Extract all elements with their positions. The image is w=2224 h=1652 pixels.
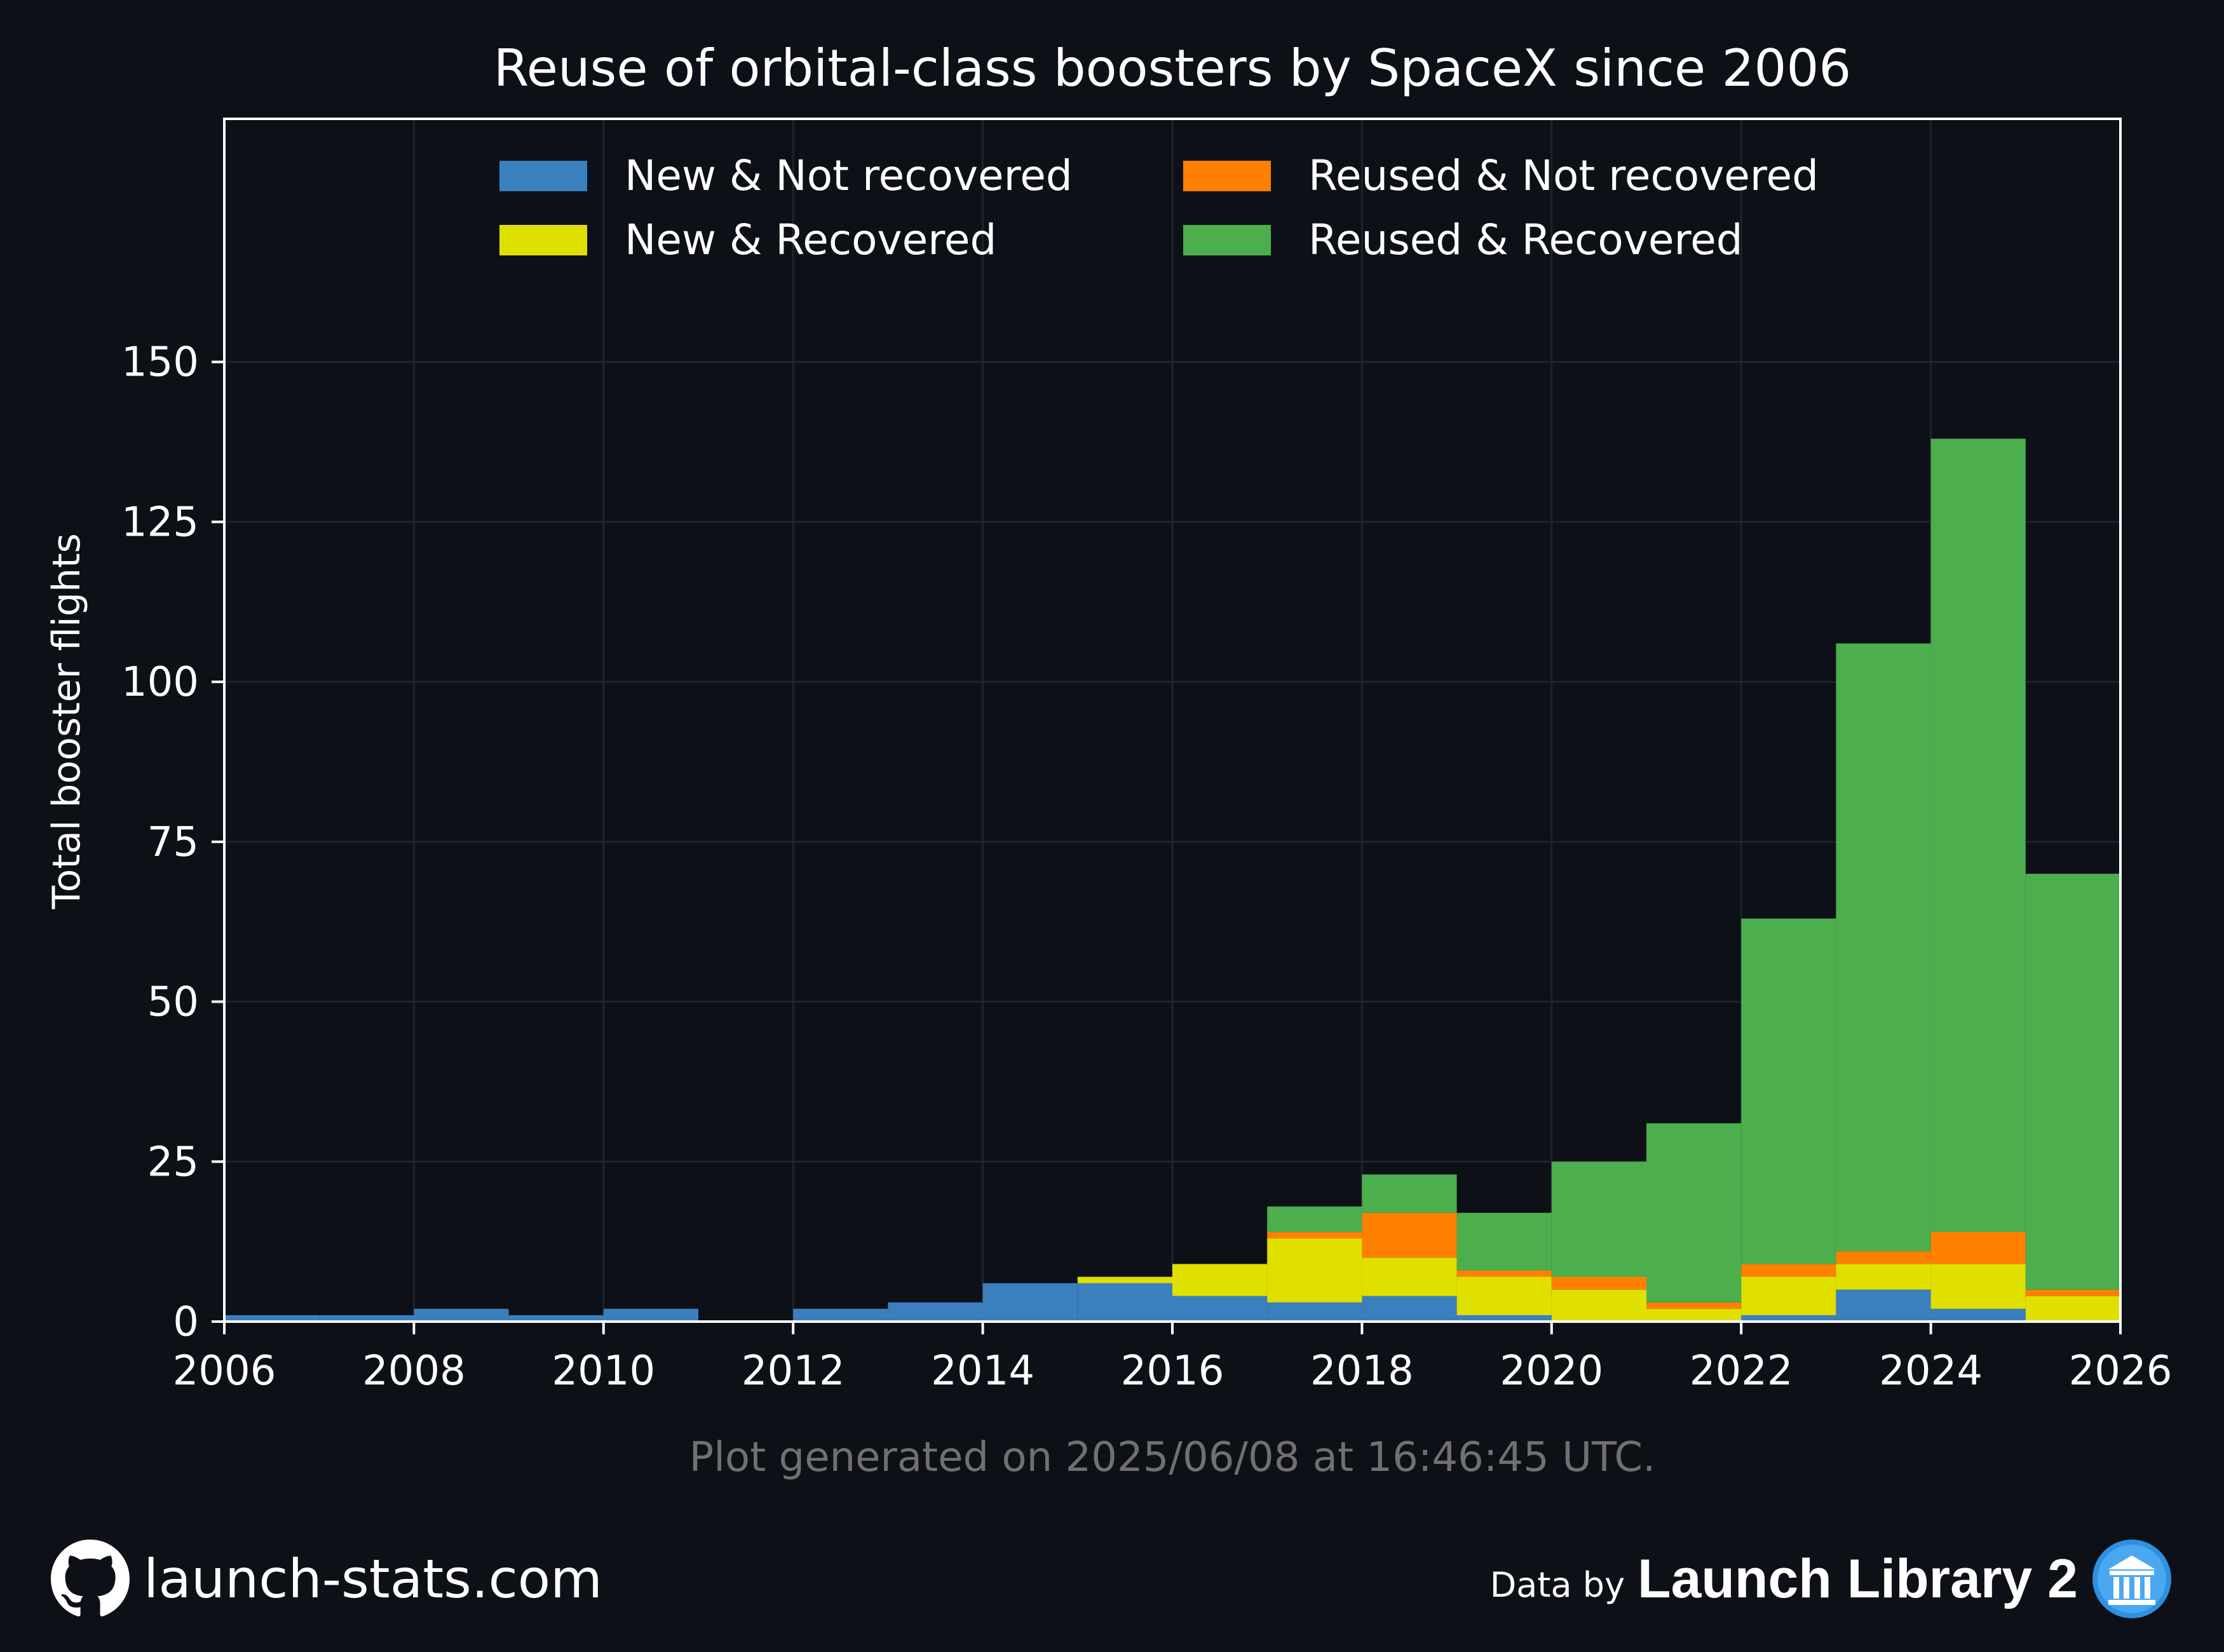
legend-swatch [1183, 225, 1271, 255]
bar-new-not-recovered-2012 [793, 1308, 888, 1322]
y-tick-label: 0 [173, 1299, 199, 1346]
bar-reused-not-recovered-2025 [2025, 1289, 2120, 1296]
bar-reused-recovered-2023 [1836, 643, 1931, 1252]
bar-new-not-recovered-2008 [414, 1308, 509, 1322]
footer-source: Data by Launch Library 2 [1490, 1538, 2173, 1620]
bar-new-not-recovered-2019 [1456, 1315, 1552, 1322]
bar-new-recovered-2023 [1836, 1264, 1931, 1290]
bar-new-not-recovered-2007 [319, 1315, 414, 1322]
bar-new-recovered-2015 [1077, 1276, 1172, 1283]
y-tick-label: 75 [147, 819, 199, 866]
x-tick-label: 2008 [362, 1348, 466, 1395]
bar-new-recovered-2024 [1930, 1264, 2026, 1309]
legend-swatch [1183, 161, 1271, 191]
bar-reused-not-recovered-2021 [1646, 1302, 1742, 1309]
y-tick-label: 100 [121, 659, 199, 706]
bar-new-not-recovered-2010 [603, 1308, 698, 1322]
bar-reused-recovered-2021 [1646, 1123, 1742, 1303]
bar-reused-not-recovered-2023 [1836, 1251, 1931, 1264]
data-by-label: Data by [1489, 1564, 1625, 1605]
plot-caption: Plot generated on 2025/06/08 at 16:46:45… [689, 1434, 1656, 1481]
y-axis-label: Total booster flights [44, 533, 89, 910]
bar-new-not-recovered-2016 [1172, 1296, 1268, 1322]
bar-new-not-recovered-2023 [1836, 1289, 1931, 1322]
bar-new-recovered-2018 [1362, 1257, 1457, 1296]
legend-label: New & Not recovered [625, 151, 1073, 200]
bar-new-recovered-2016 [1172, 1264, 1268, 1296]
legend-label: Reused & Not recovered [1308, 151, 1819, 200]
chart-title: Reuse of orbital-class boosters by Space… [494, 39, 1851, 98]
bar-new-not-recovered-2018 [1362, 1296, 1457, 1322]
bar-reused-not-recovered-2019 [1456, 1270, 1552, 1277]
x-tick-label: 2012 [742, 1348, 845, 1395]
bar-new-recovered-2025 [2025, 1296, 2120, 1322]
site-url: launch-stats.com [144, 1548, 602, 1610]
y-tick-label: 50 [147, 979, 199, 1026]
y-tick-label: 125 [121, 499, 199, 546]
x-tick-label: 2024 [1879, 1348, 1983, 1395]
bar-new-recovered-2020 [1551, 1289, 1646, 1322]
bar-reused-not-recovered-2024 [1930, 1232, 2026, 1264]
x-tick-label: 2020 [1500, 1348, 1603, 1395]
bar-new-not-recovered-2014 [982, 1283, 1078, 1322]
bar-reused-not-recovered-2017 [1267, 1232, 1362, 1239]
x-tick-label: 2026 [2069, 1348, 2173, 1395]
footer-site: launch-stats.com [51, 1538, 602, 1620]
bar-reused-recovered-2020 [1551, 1161, 1646, 1277]
x-tick-label: 2022 [1690, 1348, 1793, 1395]
legend-label: Reused & Recovered [1308, 215, 1743, 264]
bar-new-not-recovered-2017 [1267, 1302, 1362, 1322]
github-icon [51, 1540, 130, 1618]
x-tick-label: 2016 [1121, 1348, 1224, 1395]
source-name: Launch Library 2 [1637, 1548, 2078, 1609]
y-tick-label: 150 [121, 339, 199, 386]
legend-label: New & Recovered [625, 215, 996, 264]
launch-library-icon [2091, 1538, 2173, 1620]
x-tick-label: 2018 [1310, 1348, 1414, 1395]
bar-reused-not-recovered-2020 [1551, 1276, 1646, 1290]
legend-swatch [499, 225, 587, 255]
y-tick-label: 25 [147, 1139, 199, 1186]
bar-reused-recovered-2017 [1267, 1206, 1362, 1233]
bar-new-recovered-2017 [1267, 1238, 1362, 1303]
x-tick-label: 2010 [552, 1348, 655, 1395]
bar-new-not-recovered-2022 [1741, 1315, 1836, 1322]
bar-new-not-recovered-2015 [1077, 1283, 1172, 1322]
bar-reused-recovered-2018 [1362, 1174, 1457, 1213]
bar-new-not-recovered-2006 [224, 1315, 320, 1322]
x-tick-label: 2014 [931, 1348, 1034, 1395]
bar-new-not-recovered-2013 [888, 1302, 983, 1322]
bar-new-recovered-2019 [1456, 1276, 1552, 1315]
bars-layer [224, 438, 2120, 1322]
x-tick-label: 2006 [173, 1348, 276, 1395]
legend: New & Not recovered New & Recovered Reused… [499, 151, 1819, 264]
bar-reused-recovered-2022 [1741, 918, 1836, 1264]
bar-reused-recovered-2024 [1930, 438, 2026, 1233]
bar-reused-recovered-2019 [1456, 1212, 1552, 1271]
bar-new-not-recovered-2024 [1930, 1308, 2026, 1322]
axes-layer: 2006 2008 2010 2012 2014 2016 2018 2020 2022 2024… [121, 118, 2173, 1395]
bar-reused-recovered-2025 [2025, 874, 2120, 1290]
bar-new-not-recovered-2009 [508, 1315, 604, 1322]
bar-reused-not-recovered-2022 [1741, 1264, 1836, 1277]
bar-new-recovered-2022 [1741, 1276, 1836, 1315]
bar-reused-not-recovered-2018 [1362, 1212, 1457, 1258]
legend-swatch [499, 161, 587, 191]
bar-new-recovered-2021 [1646, 1308, 1742, 1322]
